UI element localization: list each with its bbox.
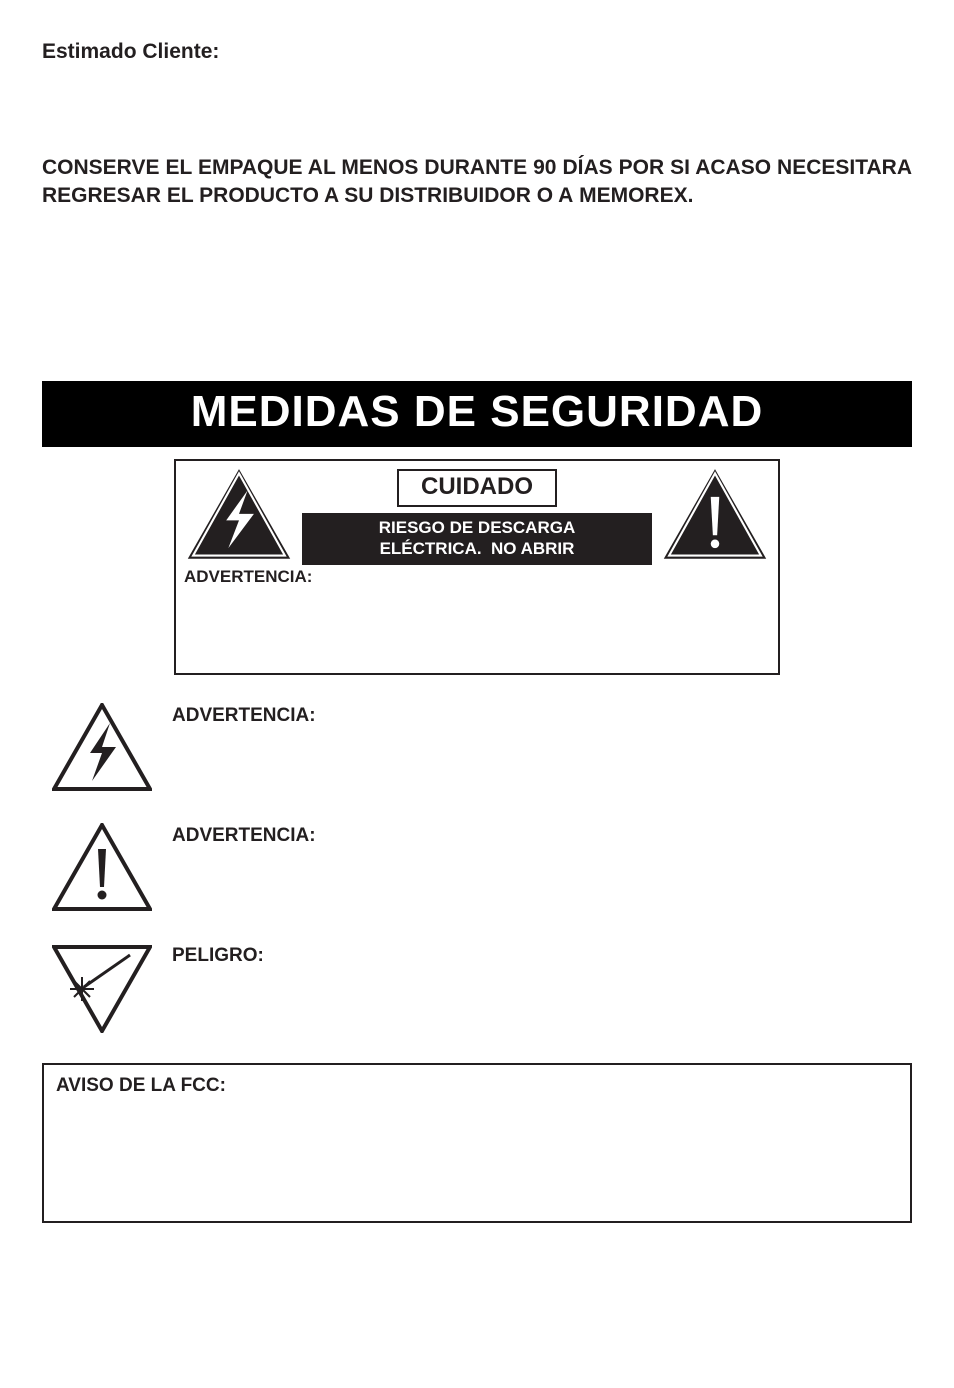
fcc-notice-label: AVISO DE LA FCC:: [56, 1075, 226, 1096]
danger-laser-paragraph: PELIGRO:: [172, 943, 912, 1007]
caution-mid-column: CUIDADO RIESGO DE DESCARGA ELÉCTRICA. NO…: [302, 467, 652, 566]
keep-packaging-note: CONSERVE EL EMPAQUE AL MENOS DURANTE 90 …: [42, 154, 912, 211]
safety-measures-banner: MEDIDAS DE SEGURIDAD: [42, 381, 912, 447]
lightning-bolt-outline-triangle-icon: [52, 703, 152, 793]
shock-risk-box: RIESGO DE DESCARGA ELÉCTRICA. NO ABRIR: [302, 513, 652, 566]
warning-row-bolt: ADVERTENCIA:: [42, 703, 912, 793]
advertencia-label-in-panel: ADVERTENCIA:: [184, 567, 770, 587]
warning-exclaim-paragraph: ADVERTENCIA:: [172, 823, 912, 887]
warning-exclaim-label: ADVERTENCIA:: [172, 825, 316, 846]
exclamation-triangle-icon: [660, 467, 770, 563]
laser-beam-triangle-icon: [52, 943, 152, 1033]
caution-label-panel: CUIDADO RIESGO DE DESCARGA ELÉCTRICA. NO…: [174, 459, 780, 676]
fcc-notice-box: AVISO DE LA FCC:: [42, 1063, 912, 1223]
greeting-heading: Estimado Cliente:: [42, 40, 912, 64]
caution-top-row: CUIDADO RIESGO DE DESCARGA ELÉCTRICA. NO…: [184, 467, 770, 566]
shock-risk-line2: ELÉCTRICA. NO ABRIR: [314, 538, 640, 559]
warning-bolt-label: ADVERTENCIA:: [172, 705, 316, 726]
exclamation-outline-triangle-icon: [52, 823, 152, 913]
warning-bolt-paragraph: ADVERTENCIA:: [172, 703, 912, 781]
danger-row-laser: PELIGRO:: [42, 943, 912, 1033]
shock-risk-line1: RIESGO DE DESCARGA: [314, 517, 640, 538]
danger-laser-label: PELIGRO:: [172, 945, 264, 966]
warning-row-exclaim: ADVERTENCIA:: [42, 823, 912, 913]
lightning-bolt-triangle-icon: [184, 467, 294, 563]
cuidado-box: CUIDADO: [397, 469, 557, 507]
advertencia-body-placeholder: [184, 587, 770, 665]
